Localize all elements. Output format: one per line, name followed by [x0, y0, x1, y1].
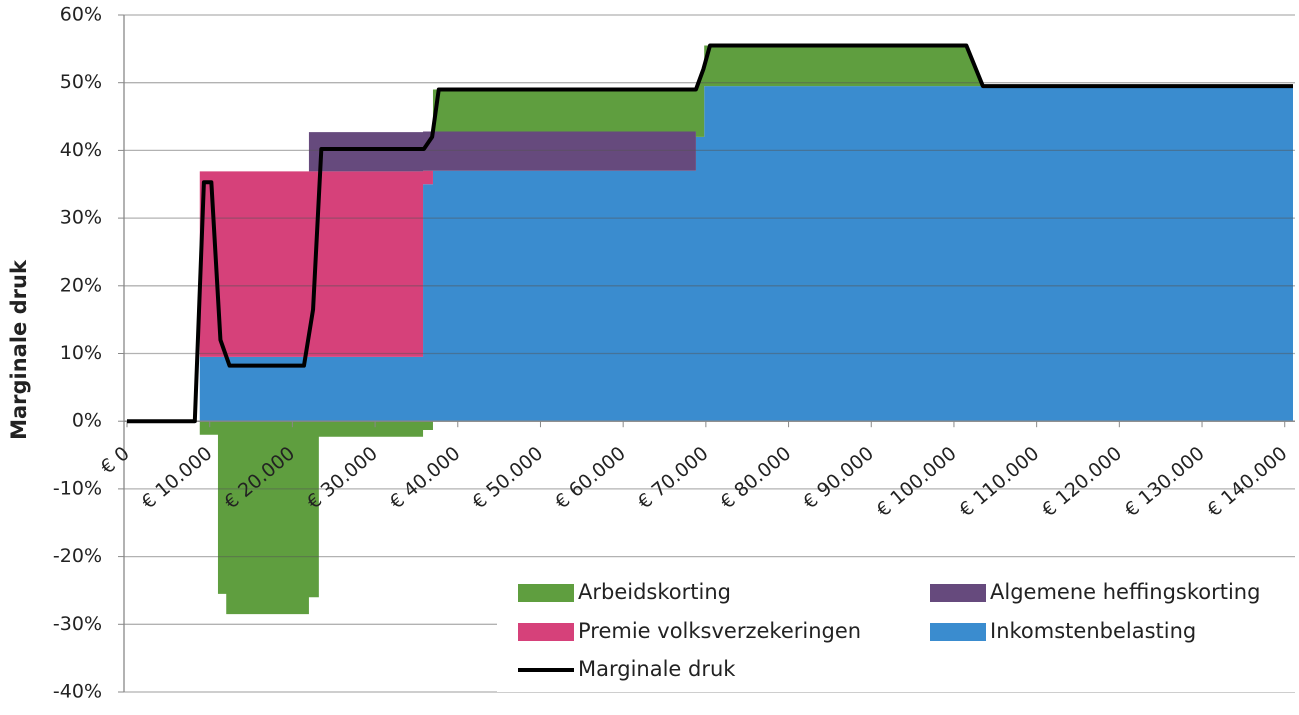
- y-tick-label: 20%: [60, 274, 102, 296]
- y-tick-label: 10%: [60, 342, 102, 364]
- area: [199, 86, 1294, 422]
- x-tick-label: € 0: [96, 442, 133, 478]
- line: [127, 43, 1293, 424]
- x-tick-label: € 10.000: [137, 442, 216, 513]
- x-tick-label: € 50.000: [468, 442, 547, 513]
- y-tick-label: -40%: [53, 681, 102, 703]
- legend-swatch: [930, 623, 986, 641]
- y-tick-label: 30%: [60, 207, 102, 229]
- legend-label: Inkomstenbelasting: [990, 619, 1196, 643]
- y-tick-label: -30%: [53, 613, 102, 635]
- x-tick-label: € 120.000: [1038, 442, 1126, 521]
- y-tick-label: 40%: [60, 139, 102, 161]
- x-tick-label: € 90.000: [799, 442, 878, 513]
- area: [199, 86, 1294, 422]
- x-tick-label: € 60.000: [551, 442, 630, 513]
- y-axis-label: Marginale druk: [7, 259, 31, 440]
- area: [199, 45, 1294, 615]
- legend-label: Premie volksverzekeringen: [578, 619, 861, 643]
- y-tick-label: 0%: [72, 410, 102, 432]
- legend-box: [497, 567, 1297, 692]
- legend-label: Marginale druk: [578, 657, 736, 681]
- x-tick-label: € 80.000: [716, 442, 795, 513]
- y-tick-label: 60%: [60, 4, 102, 26]
- area: [199, 86, 1294, 422]
- y-tick-label: -10%: [53, 477, 102, 499]
- x-tick-label: € 70.000: [634, 442, 713, 513]
- x-tick-label: € 130.000: [1121, 442, 1209, 521]
- x-tick-label: € 110.000: [955, 442, 1043, 521]
- legend-label: Algemene heffingskorting: [990, 580, 1260, 604]
- x-tick-label: € 40.000: [386, 442, 465, 513]
- legend-swatch: [518, 584, 574, 602]
- x-tick-label: € 140.000: [1203, 442, 1291, 521]
- legend-swatch: [518, 623, 574, 641]
- y-tick-label: -20%: [53, 545, 102, 567]
- x-tick-label: € 100.000: [872, 442, 960, 521]
- legend-label: Arbeidskorting: [578, 580, 731, 604]
- y-tick-label: 50%: [60, 71, 102, 93]
- legend-swatch: [930, 584, 986, 602]
